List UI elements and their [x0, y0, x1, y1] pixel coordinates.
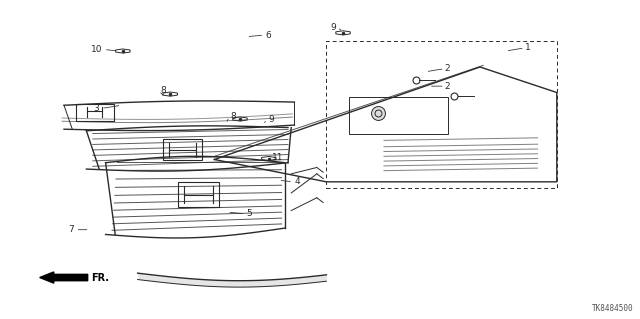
Text: 9: 9	[330, 23, 336, 32]
Text: 8: 8	[230, 112, 236, 121]
Text: 2: 2	[445, 82, 451, 91]
Text: 9: 9	[269, 115, 275, 124]
Text: 7: 7	[68, 225, 74, 234]
Text: 4: 4	[294, 177, 300, 186]
Text: 2: 2	[445, 64, 451, 73]
Text: FR.: FR.	[91, 272, 109, 283]
Text: 10: 10	[91, 45, 102, 54]
FancyArrow shape	[40, 272, 88, 283]
Text: 11: 11	[272, 153, 284, 162]
Text: 1: 1	[525, 43, 531, 52]
Text: TK8484500: TK8484500	[592, 304, 634, 313]
Text: 3: 3	[93, 104, 99, 113]
Text: 6: 6	[266, 31, 271, 40]
Text: 8: 8	[160, 86, 166, 95]
Text: 5: 5	[246, 209, 252, 218]
